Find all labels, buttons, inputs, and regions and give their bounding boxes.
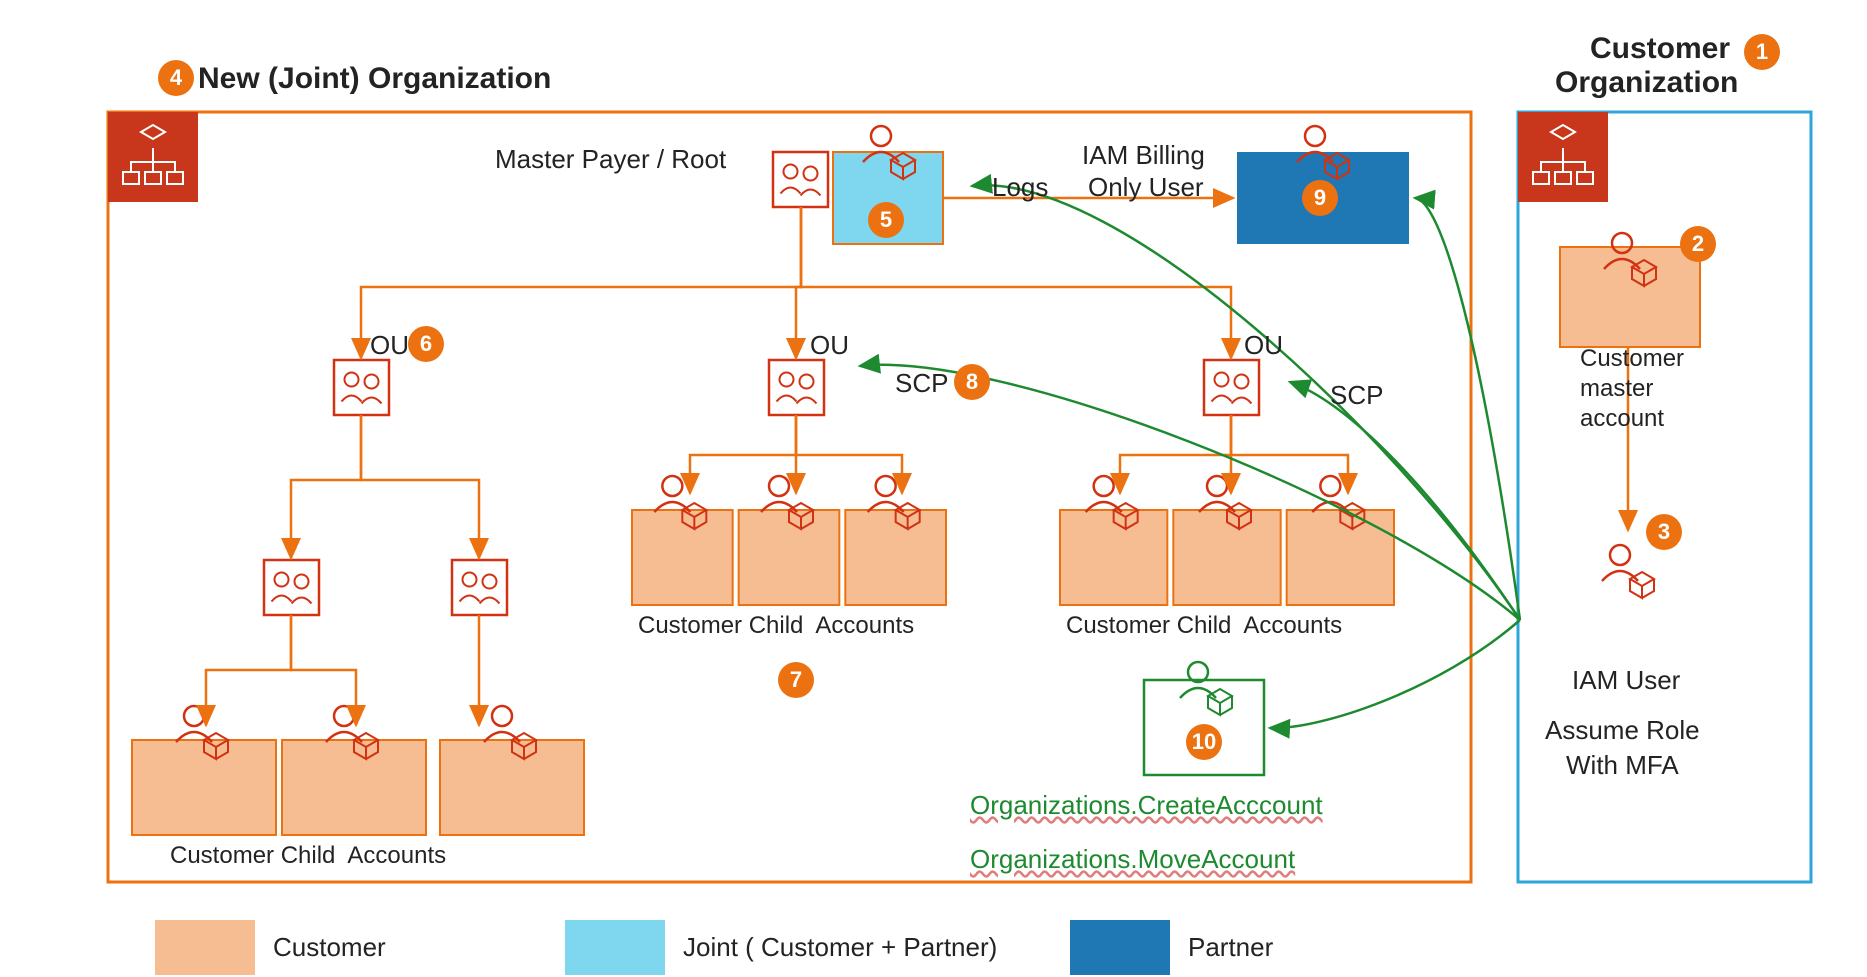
diagram-label: Organizations.CreateAcccount <box>970 790 1323 821</box>
svg-text:9: 9 <box>1314 185 1326 210</box>
diagram-label: Customer <box>1580 345 1684 373</box>
svg-text:5: 5 <box>880 207 892 232</box>
legend-label: Customer <box>273 932 386 963</box>
diagram-label: IAM Billing <box>1082 140 1205 171</box>
diagram-label: OU <box>370 330 409 361</box>
svg-text:2: 2 <box>1692 231 1704 256</box>
svg-text:6: 6 <box>420 331 432 356</box>
diagram-label: IAM User <box>1572 665 1680 696</box>
diagram-label: New (Joint) Organization <box>198 62 551 96</box>
svg-text:7: 7 <box>790 667 802 692</box>
diagram-label: SCP <box>1330 380 1383 411</box>
diagram-label: Organization <box>1555 66 1738 100</box>
svg-text:10: 10 <box>1192 729 1216 754</box>
svg-text:3: 3 <box>1658 519 1670 544</box>
diagram-label: master <box>1580 375 1653 403</box>
svg-text:8: 8 <box>966 369 978 394</box>
svg-text:1: 1 <box>1756 39 1768 64</box>
diagram-label: With MFA <box>1566 750 1679 781</box>
legend-label: Joint ( Customer + Partner) <box>683 932 997 963</box>
diagram-label: Customer Child Accounts <box>1066 612 1342 640</box>
diagram-label: Customer <box>1590 32 1730 66</box>
diagram-label: Logs <box>992 172 1048 203</box>
diagram-label: OU <box>1244 330 1283 361</box>
diagram-label: Customer Child Accounts <box>638 612 914 640</box>
diagram-label: OU <box>810 330 849 361</box>
diagram-label: Master Payer / Root <box>495 144 726 175</box>
diagram-label: Assume Role <box>1545 715 1700 746</box>
legend-label: Partner <box>1188 932 1273 963</box>
diagram-label: SCP <box>895 368 948 399</box>
diagram-label: Customer Child Accounts <box>170 842 446 870</box>
svg-text:4: 4 <box>170 65 183 90</box>
diagram-label: Organizations.MoveAccount <box>970 844 1295 875</box>
diagram-label: Only User <box>1088 172 1204 203</box>
diagram-label: account <box>1580 405 1664 433</box>
